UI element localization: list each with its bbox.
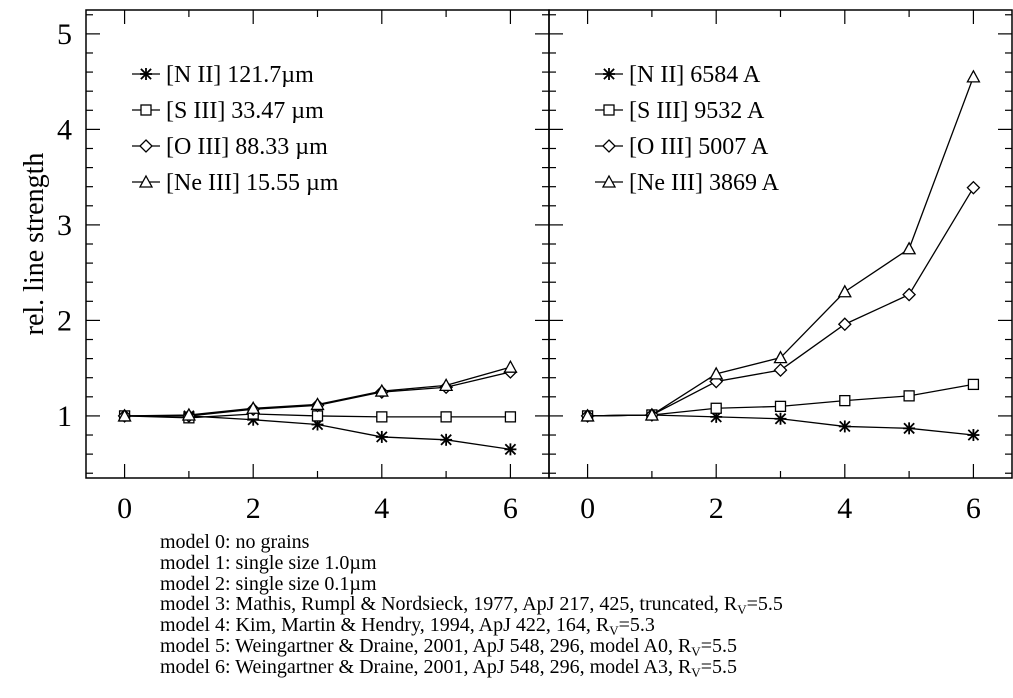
panel-1-legend-label: [O III] 88.33 µm xyxy=(166,134,328,160)
panel-2-legend-marker xyxy=(602,139,616,153)
panel-2-series-4-point xyxy=(773,350,788,364)
panel-1-x-tick-label: 2 xyxy=(246,492,261,525)
panel-2-series-4-point xyxy=(902,241,917,255)
panel-2-series-4-point xyxy=(580,408,595,422)
panel-2-x-tick-label: 2 xyxy=(709,492,724,525)
panel-1-legend-marker xyxy=(140,68,152,80)
panel-2-legend-label: [S III] 9532 A xyxy=(629,98,765,124)
panel-1-series-4 xyxy=(117,359,518,422)
panel-2-series-1-point xyxy=(838,420,851,433)
panel-2-legend-marker xyxy=(601,174,617,188)
panel-2-series-2-point xyxy=(903,390,915,402)
panel-1-series-2-point xyxy=(376,411,388,423)
panel-2-series-2-point xyxy=(967,378,980,391)
panel-1: 0 2 4 6 1 2 3 4 5 rel. line strength [N II] 121.7µ… xyxy=(19,9,550,525)
panel-2-legend-label: [O III] 5007 A xyxy=(629,134,769,160)
panel-1-x-tick-label: 4 xyxy=(374,492,389,525)
panel-2-series-4-point xyxy=(966,69,981,83)
note-model-6: model 6: Weingartner & Draine, 2001, ApJ… xyxy=(160,655,737,680)
panel-2-x-tick-label: 6 xyxy=(966,492,981,525)
panel-2-legend-label: [N II] 6584 A xyxy=(629,62,761,88)
panel-1-series-1-point xyxy=(504,443,517,456)
panel-1-series-4-point xyxy=(246,400,261,414)
panel-1-legend-marker xyxy=(140,104,152,116)
panel-2-series-2-point xyxy=(710,402,722,414)
note-model-3: model 3: Mathis, Rumpl & Nordsieck, 1977… xyxy=(160,593,783,618)
panel-1-legend-label: [Ne III] 15.55 µm xyxy=(166,170,339,196)
panel-1-y-tick-label: 4 xyxy=(57,113,72,146)
panel-2-series-4 xyxy=(580,69,981,422)
panel-2-series-3 xyxy=(580,180,981,423)
note-model-0: model 0: no grains xyxy=(160,531,310,553)
panel-2-legend-label: [Ne III] 3869 A xyxy=(629,170,780,196)
note-model-5: model 5: Weingartner & Draine, 2001, ApJ… xyxy=(160,634,737,659)
panel-1-series-4-point xyxy=(374,383,389,397)
panel-2-series-1-point xyxy=(774,412,787,425)
panel-1-series-1-point xyxy=(375,430,388,443)
panel-1-legend: [N II] 121.7µm [S III] 33.47 µm [O III] 88… xyxy=(132,62,339,196)
panel-1-series-4-point xyxy=(310,397,325,411)
panel-1-series-4-point xyxy=(117,408,132,422)
panel-1-series-2-point xyxy=(504,411,517,423)
panel-1-x-tick-label: 6 xyxy=(503,492,518,525)
panel-2-series-3-line xyxy=(587,187,974,417)
panel-2-legend-marker xyxy=(603,68,615,80)
panel-2-series-3-point xyxy=(773,363,788,377)
panel-2-legend-marker xyxy=(603,104,615,116)
panel-2-series-1-point xyxy=(903,422,916,435)
panel-2-series-4-point xyxy=(837,284,852,298)
panel-1-x-tick-label: 0 xyxy=(117,492,132,525)
panel-2-x-tick-label: 0 xyxy=(580,492,595,525)
model-notes: model 0: no grains model 1: single size … xyxy=(160,531,783,680)
panel-2: 0 2 4 6 [N II] 6584 A [S III] 9532 A [O III] 5… xyxy=(548,9,1013,525)
panel-1-series-4-point xyxy=(503,359,518,373)
panel-1-series-2-point xyxy=(311,410,324,422)
panel-1-legend-label: [N II] 121.7µm xyxy=(166,62,314,88)
panel-1-legend-label: [S III] 33.47 µm xyxy=(166,98,324,124)
panel-2-series-4-point xyxy=(709,366,724,380)
panel-2-series-3-point xyxy=(837,317,852,332)
panel-2-series-1-point xyxy=(967,429,980,442)
panel-1-legend-marker xyxy=(138,174,154,188)
panel-1-series-1-point xyxy=(440,433,453,446)
panel-2-x-tick-label: 4 xyxy=(837,492,852,525)
panel-1-y-tick-label: 3 xyxy=(57,209,72,242)
note-model-2: model 2: single size 0.1µm xyxy=(160,572,377,595)
panel-2-series-1 xyxy=(581,408,980,442)
note-model-4: model 4: Kim, Martin & Hendry, 1994, ApJ… xyxy=(160,614,655,639)
panel-2-series-4-point xyxy=(644,407,659,421)
panel-2-series-2-point xyxy=(839,394,851,407)
panel-1-series-4-point xyxy=(439,377,454,392)
panel-2-series-3-point xyxy=(966,180,981,195)
y-axis-label: rel. line strength xyxy=(19,153,50,336)
note-model-1: model 1: single size 1.0µm xyxy=(160,551,377,574)
panel-1-legend-marker xyxy=(139,139,153,153)
panel-1-series-2-point xyxy=(440,411,452,423)
panel-1-y-tick-label: 1 xyxy=(57,400,72,433)
panel-1-series-4-point xyxy=(181,407,196,421)
panel-2-series-2-point xyxy=(774,400,787,413)
panel-1-y-tick-label: 5 xyxy=(57,18,72,51)
panel-2-series-3-point xyxy=(902,287,917,302)
panel-1-y-tick-label: 2 xyxy=(57,304,72,337)
panel-2-legend: [N II] 6584 A [S III] 9532 A [O III] 5007 … xyxy=(595,62,780,196)
